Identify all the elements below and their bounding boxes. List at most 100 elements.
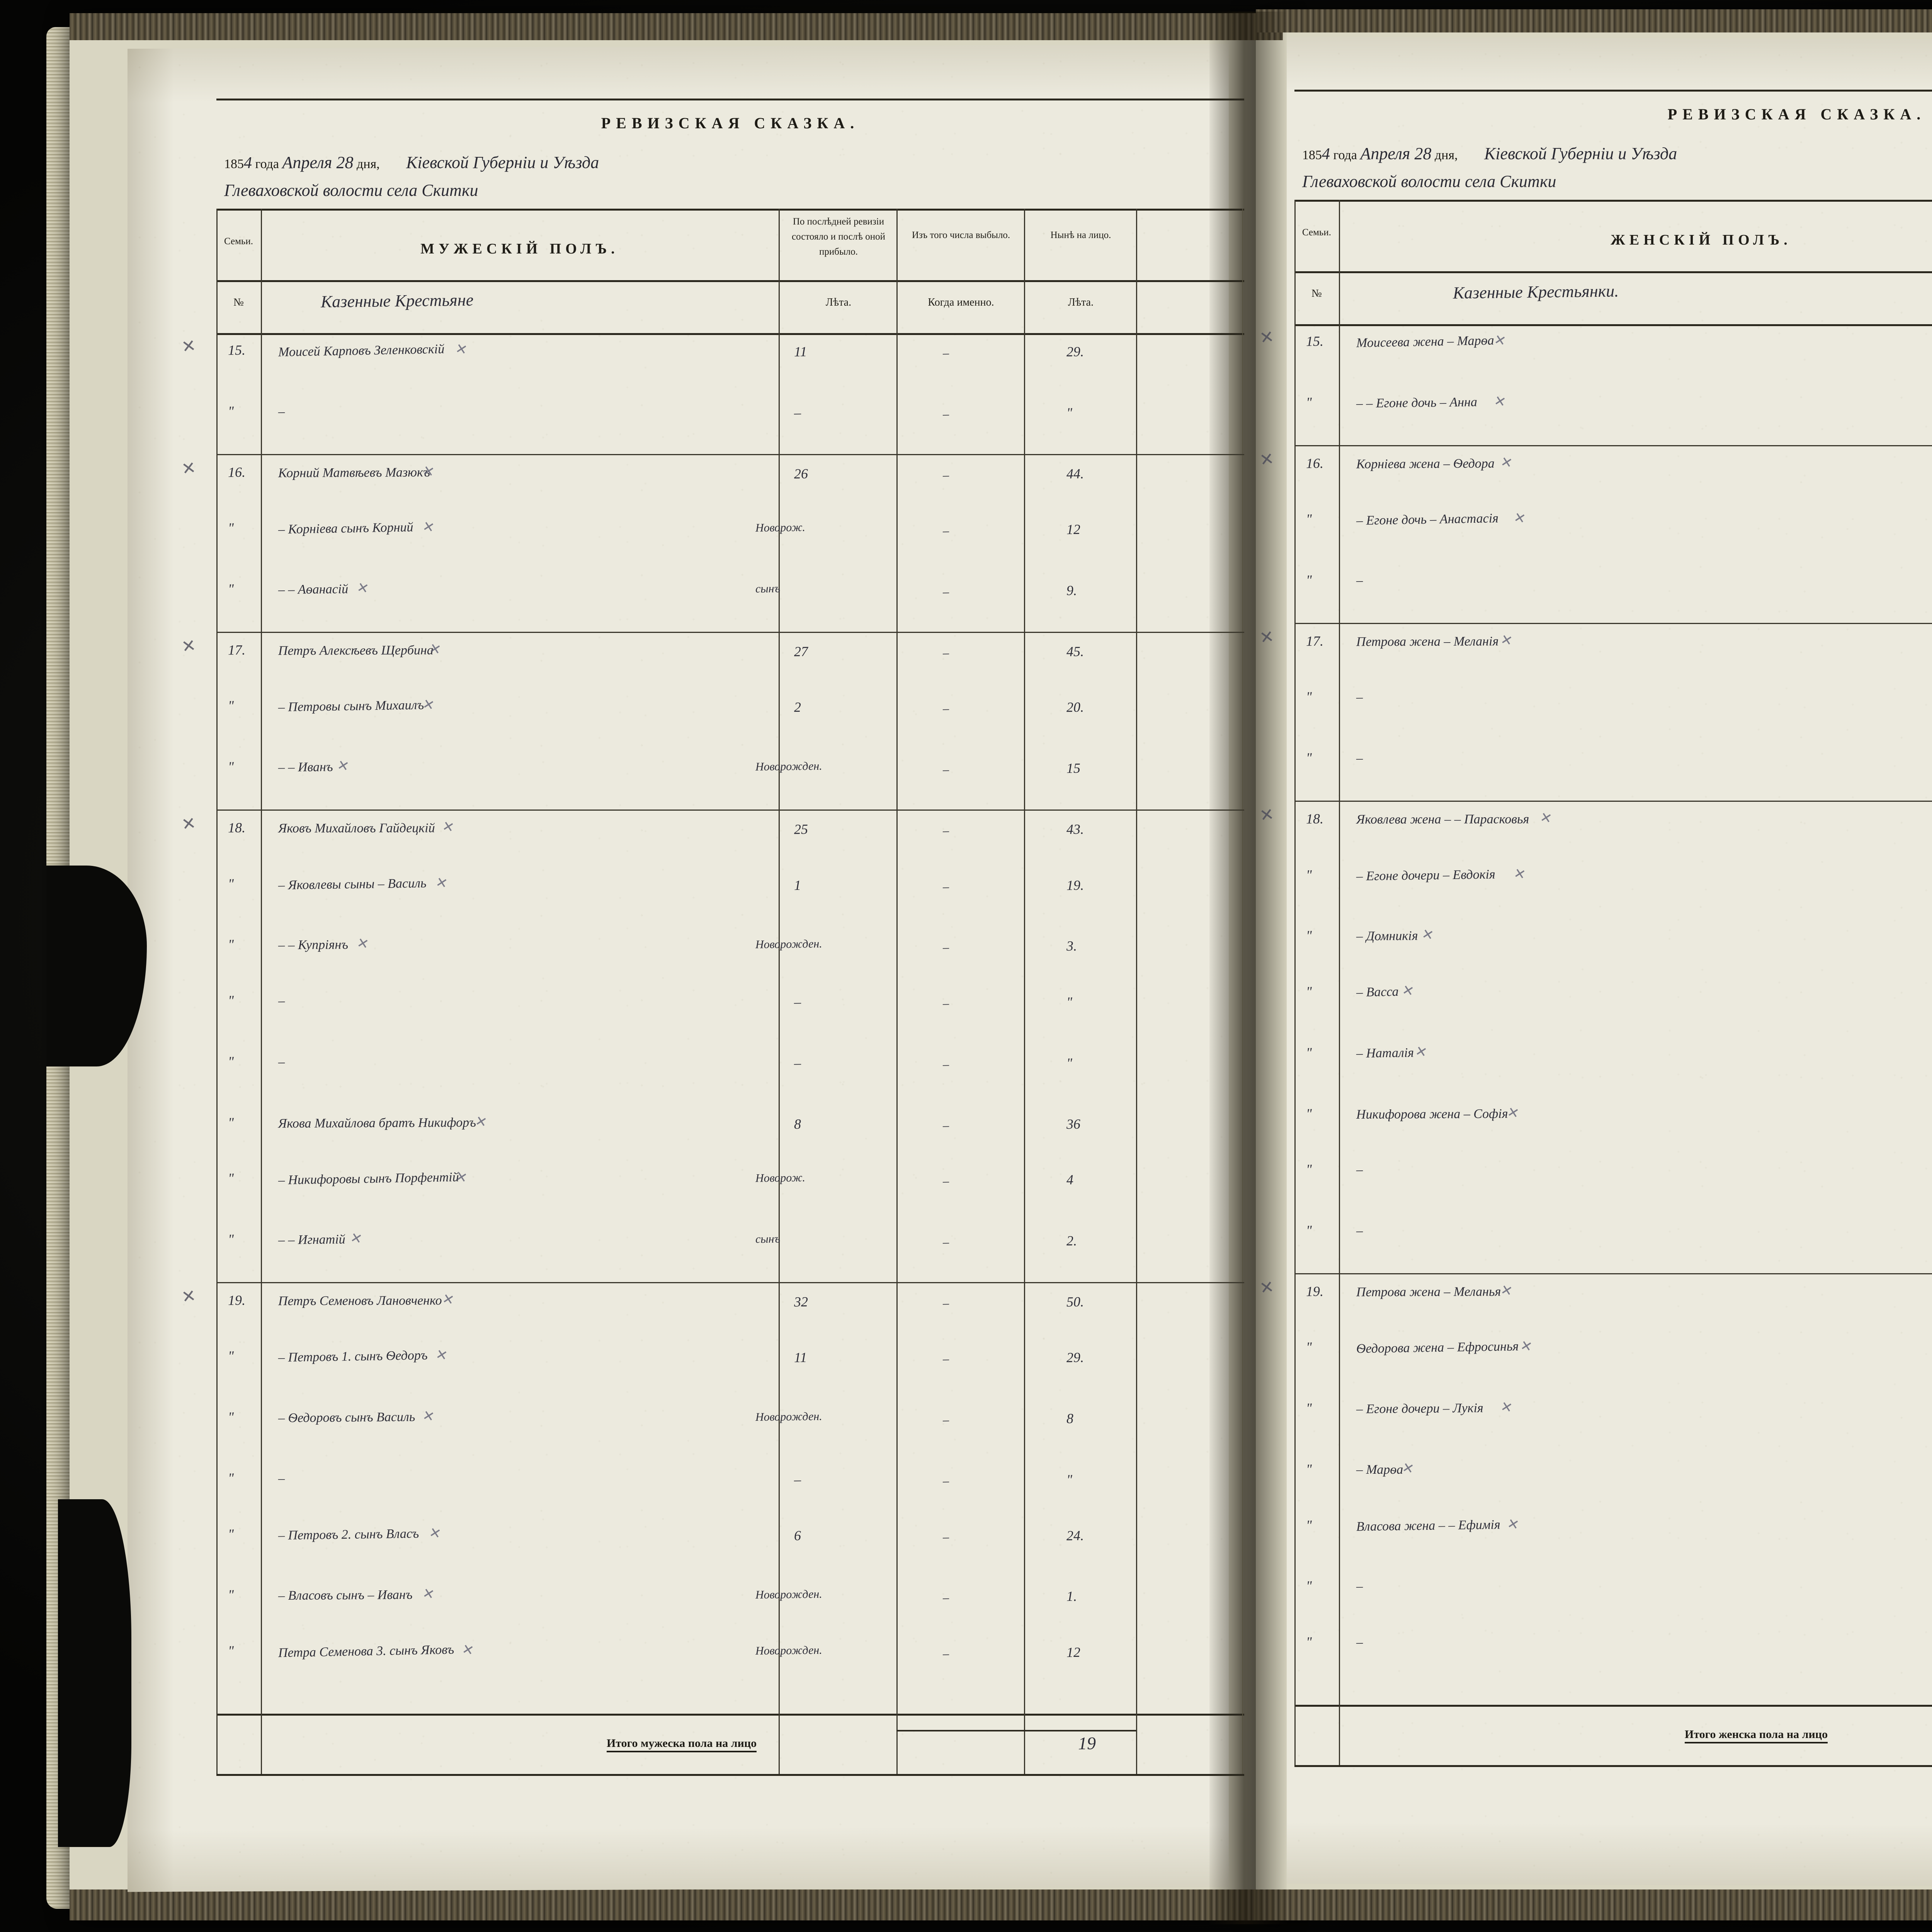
family-separator-rule [216,454,1244,456]
date-goda-label: года [255,157,279,171]
pencil-strike-mark: ✕ [428,1524,443,1542]
right-dateline: 1854 года Апреля 28 дня, Кіевской Губерн… [1302,144,1677,163]
left-subheader-years-now: Лѣта. [1068,296,1094,308]
current-age: " [1066,405,1073,420]
person-name: Якова Михайлова братъ Никифоръ [278,1115,476,1131]
person-name: Никифорова жена – Софія [1356,1106,1508,1122]
departed-when: – [942,1057,949,1071]
person-name: – Егоне дочь – Анастасія [1356,511,1499,528]
person-name: – – Иванъ [278,760,333,775]
family-separator-rule [1294,623,1932,624]
left-total-label: Итого мужеска пола на лицо [607,1737,757,1752]
person-name: – [278,404,285,419]
pencil-strike-mark: ✕ [421,1585,436,1603]
margin-check-mark: ✕ [180,458,197,479]
left-subheader-number: № [233,296,244,308]
person-name: – Власовъ сынъ – Иванъ [278,1588,413,1603]
person-name: – [278,993,285,1009]
family-number: " [1306,1634,1312,1650]
current-age: 29. [1066,344,1084,360]
margin-check-mark: ✕ [1258,1277,1276,1298]
person-name: – [1356,690,1363,705]
family-number: " [1306,1578,1312,1594]
right-header-family: Семьи. [1302,227,1331,238]
previous-revision-age: 26 [794,466,808,481]
person-name: – – Купріянъ [278,937,349,953]
date-year-digit-right: 4 [1322,145,1330,163]
pencil-strike-mark: ✕ [441,818,456,836]
current-age: 15 [1066,760,1081,776]
current-age: " [1066,1055,1073,1071]
family-number: " [1306,983,1312,1000]
previous-revision-age: 1 [794,877,801,893]
date-dnya-label: дня, [356,157,380,171]
pencil-strike-mark: ✕ [355,579,371,597]
family-number: " [228,992,234,1009]
current-age: 9. [1066,582,1077,599]
margin-check-mark: ✕ [1258,804,1276,826]
deckle-edge-top-left [70,13,1283,40]
deckle-edge-bottom-left [70,1889,1283,1920]
book-gutter [1209,12,1287,1924]
previous-revision-age: Новорожден. [755,1643,822,1658]
family-number: 19. [228,1292,246,1308]
pencil-strike-mark: ✕ [434,1346,449,1364]
family-number: " [228,698,234,714]
previous-revision-age: 2 [794,699,801,715]
current-age: 1. [1066,1588,1077,1604]
family-number: " [228,520,234,536]
family-number: " [228,876,234,891]
previous-revision-age: Новорожден. [755,937,822,951]
family-separator-rule [1294,1273,1932,1275]
previous-revision-age: – [794,405,801,420]
pencil-strike-mark: ✕ [1519,1337,1534,1355]
previous-revision-age: 25 [794,821,808,837]
left-header-family: Семьи. [224,236,253,247]
family-separator-rule [216,810,1244,811]
person-name: – Корніева сынъ Корний [278,520,413,537]
departed-when: – [942,1118,949,1132]
person-name: – [1356,1223,1363,1238]
departed-when: – [942,823,949,838]
departed-when: – [942,1174,949,1188]
pencil-strike-mark: ✕ [1539,809,1554,827]
departed-when: – [942,1352,949,1366]
family-number: " [228,937,234,952]
family-number: " [228,1053,234,1069]
pencil-strike-mark: ✕ [421,518,436,536]
family-number: 16. [1306,455,1324,471]
current-age: 50. [1066,1294,1084,1310]
family-number: " [228,1409,234,1425]
person-name: Яковлева жена – – Парасковья [1356,812,1529,827]
family-number: 19. [1306,1283,1324,1299]
family-number: " [1306,1162,1312,1177]
person-name: – – Егоне дочь – Анна [1356,395,1478,411]
family-number: " [228,1643,234,1659]
family-number: " [228,1114,234,1130]
previous-revision-age: Новорожден. [755,760,822,774]
left-dateline: 1854 года Апреля 28 дня, Кіевской Губерн… [224,153,599,172]
family-number: 17. [228,642,246,658]
pencil-strike-mark: ✕ [1401,1459,1416,1477]
person-name: – [1356,1579,1363,1594]
person-name: Моисеева жена – Марѳа [1356,333,1494,350]
person-name: – – Игнатій [278,1232,345,1247]
family-number: " [228,581,234,597]
person-name: – Марѳа [1356,1462,1403,1477]
family-number: " [228,1231,234,1247]
deckle-edge-bottom-right [1256,1889,1932,1920]
pencil-strike-mark: ✕ [336,757,351,775]
margin-check-mark: ✕ [1258,627,1276,648]
deckle-edge-top-right [1256,9,1932,32]
current-age: 19. [1066,877,1084,893]
family-number: " [1306,1517,1312,1533]
family-number: " [1306,1222,1312,1238]
current-age: 4 [1066,1172,1074,1188]
pencil-strike-mark: ✕ [461,1641,476,1659]
family-number: " [1306,394,1312,410]
right-subheader-name-hand: Казенные Крестьянки. [1452,281,1619,303]
left-subheader-name-hand: Казенные Крестьяне [320,290,474,311]
date-goda-label-right: года [1333,148,1357,162]
person-name: – Егоне дочери – Лукія [1356,1401,1484,1417]
